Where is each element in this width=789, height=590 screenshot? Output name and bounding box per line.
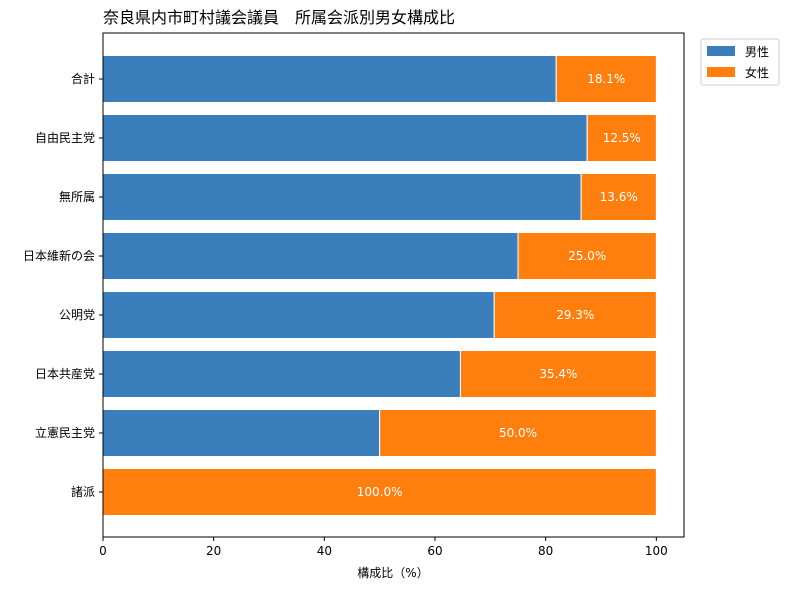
x-tick-label: 60 (427, 544, 442, 558)
bar-value-label: 12.5% (603, 131, 641, 145)
x-tick-label: 40 (317, 544, 332, 558)
x-tick-label: 80 (538, 544, 553, 558)
bar-male (102, 173, 582, 221)
category-label: 日本共産党 (35, 366, 95, 381)
legend-swatch (707, 46, 735, 56)
bar-female (459, 350, 657, 398)
legend-label: 男性 (745, 45, 769, 59)
category-label: 立憲民主党 (35, 425, 95, 440)
bar-value-label: 18.1% (587, 72, 625, 86)
x-tick-label: 0 (99, 544, 107, 558)
category-label: 諸派 (71, 484, 95, 499)
bar-value-label: 29.3% (556, 308, 594, 322)
x-tick-label: 100 (645, 544, 668, 558)
bar-male (102, 350, 461, 398)
bar-male (102, 291, 495, 339)
bar-male (102, 55, 557, 103)
chart-title: 奈良県内市町村議会議員 所属会派別男女構成比 (103, 8, 455, 27)
bar-female (517, 232, 657, 280)
bar-value-label: 50.0% (499, 426, 537, 440)
bar-value-label: 25.0% (568, 249, 606, 263)
bar-male (102, 232, 519, 280)
bar-male (102, 409, 381, 457)
category-label: 日本維新の会 (23, 248, 95, 263)
category-label: 合計 (71, 71, 95, 86)
legend-label: 女性 (745, 65, 769, 80)
bar-female (586, 114, 657, 162)
x-axis: 0 20 40 60 80 100 (99, 537, 668, 558)
legend-swatch (707, 67, 735, 77)
bar-female (555, 55, 657, 103)
bar-value-label: 35.4% (539, 367, 577, 381)
bar-value-label: 13.6% (600, 190, 638, 204)
plot-frame (102, 32, 685, 538)
bar-female (580, 173, 657, 221)
bar-female (493, 291, 657, 339)
bar-male (102, 114, 588, 162)
bar-female (379, 409, 657, 457)
category-label: 公明党 (59, 307, 95, 322)
bars-group: 18.1% 12.5% 13.6% 25.0% 29.3% 35.4% 50.0% 100.0… (102, 55, 657, 516)
category-label: 無所属 (59, 189, 95, 204)
bar-value-label: 100.0% (357, 485, 403, 499)
x-tick-label: 20 (206, 544, 221, 558)
x-axis-label: 構成比（%） (357, 566, 428, 580)
category-label: 自由民主党 (35, 130, 95, 145)
